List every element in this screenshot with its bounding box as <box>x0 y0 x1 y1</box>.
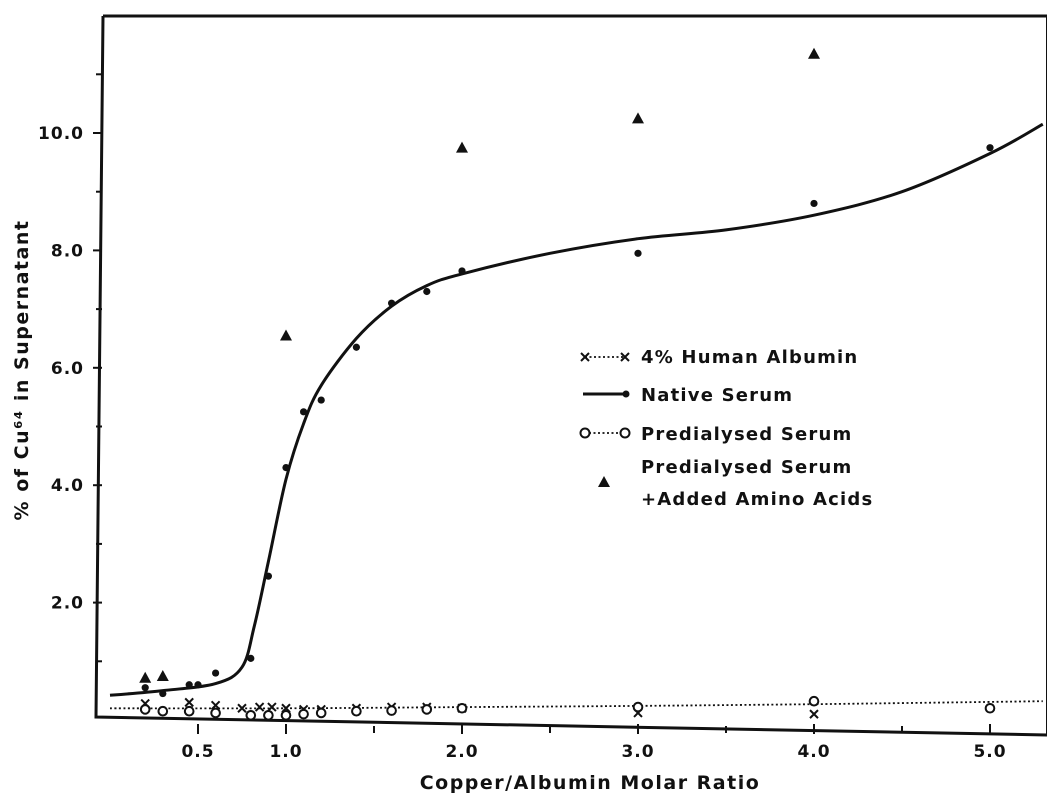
point-native-serum <box>264 572 272 580</box>
point-predialysed-serum <box>456 702 468 714</box>
point-human-albumin <box>210 700 221 711</box>
point-human-albumin <box>184 697 194 708</box>
point-predialysed-serum <box>298 708 309 720</box>
y-axis-title: % of Cu⁶⁴ in Supernatant <box>11 220 33 521</box>
point-human-albumin <box>237 703 247 713</box>
point-amino-acids <box>456 141 468 153</box>
point-predialysed-serum <box>421 704 433 715</box>
point-amino-acids <box>632 112 644 124</box>
x-tick-label: 1.0 <box>269 742 302 762</box>
point-amino-acids <box>139 671 152 683</box>
legend-label: Predialysed Serum <box>641 424 852 445</box>
y-tick-label: 2.0 <box>51 594 84 614</box>
point-amino-acids <box>280 329 292 341</box>
point-predialysed-serum <box>157 705 169 717</box>
point-native-serum <box>810 199 818 208</box>
point-native-serum <box>388 299 396 307</box>
x-tick-label: 0.5 <box>181 742 214 762</box>
point-human-albumin <box>809 709 819 719</box>
curve-4-human-albumin <box>109 700 1043 710</box>
y-tick-label: 10.0 <box>38 124 84 144</box>
point-native-serum <box>317 396 325 404</box>
series-markers <box>139 47 996 721</box>
legend-item-human-albumin: 4% Human Albumin <box>580 347 858 368</box>
x-axis-ticks: 0.5 1.0 2.0 3.0 4.0 5.0 <box>181 724 1006 762</box>
point-predialysed-serum <box>263 710 274 721</box>
point-amino-acids <box>156 669 169 681</box>
x-tick-label: 2.0 <box>445 742 478 762</box>
y-tick-label: 4.0 <box>51 476 84 496</box>
point-predialysed-serum <box>984 702 996 714</box>
y-tick-label: 6.0 <box>51 359 84 379</box>
point-native-serum <box>458 267 466 275</box>
legend-marker-circle-right <box>619 427 631 439</box>
legend-marker-circle-left <box>579 427 591 439</box>
x-tick-label: 4.0 <box>797 742 830 762</box>
point-native-serum <box>634 249 642 257</box>
point-native-serum <box>352 343 360 351</box>
curve-native-serum <box>109 122 1044 697</box>
point-native-serum <box>212 669 220 677</box>
x-axis-title: Copper/Albumin Molar Ratio <box>420 772 761 794</box>
point-human-albumin <box>267 702 277 712</box>
y-tick-label: 8.0 <box>51 241 84 261</box>
point-predialysed-serum <box>632 701 644 713</box>
point-predialysed-serum <box>386 705 397 716</box>
x-tick-label: 5.0 <box>973 742 1006 762</box>
series-curves <box>109 122 1044 710</box>
point-native-serum <box>300 408 308 416</box>
point-human-albumin <box>254 702 265 712</box>
legend-item-predialysed-serum: Predialysed Serum <box>579 424 852 445</box>
legend-label-line-1: Predialysed Serum <box>641 457 852 478</box>
legend-label: 4% Human Albumin <box>641 347 858 368</box>
point-predialysed-serum <box>315 707 327 719</box>
point-native-serum <box>194 681 202 689</box>
legend-marker-dot <box>622 390 630 398</box>
legend-marker-triangle <box>598 476 610 487</box>
point-predialysed-serum <box>139 704 151 715</box>
plot-frame <box>94 14 1047 737</box>
y-axis-ticks: 2.0 4.0 6.0 8.0 10.0 <box>38 73 102 663</box>
point-native-serum <box>159 689 167 698</box>
point-predialysed-serum <box>351 705 362 717</box>
point-predialysed-serum <box>808 695 820 707</box>
point-native-serum <box>423 287 431 296</box>
point-predialysed-serum <box>245 710 257 721</box>
point-native-serum <box>185 681 193 689</box>
point-native-serum <box>141 684 149 692</box>
point-predialysed-serum <box>280 710 292 721</box>
x-tick-label: 3.0 <box>621 742 654 762</box>
point-native-serum <box>247 654 255 662</box>
point-predialysed-serum <box>183 705 195 717</box>
legend-marker-x-right <box>620 352 630 362</box>
legend-item-amino-acids: Predialysed Serum +Added Amino Acids <box>598 457 873 510</box>
legend-marker-x-left <box>580 352 590 362</box>
legend-label-line-2: +Added Amino Acids <box>641 489 873 510</box>
legend: 4% Human Albumin Native Serum Predialyse… <box>579 347 873 510</box>
point-predialysed-serum <box>210 707 221 719</box>
point-native-serum <box>986 144 994 152</box>
point-native-serum <box>282 463 290 472</box>
point-amino-acids <box>808 47 820 59</box>
legend-label: Native Serum <box>641 385 793 406</box>
legend-item-native-serum: Native Serum <box>583 385 793 406</box>
